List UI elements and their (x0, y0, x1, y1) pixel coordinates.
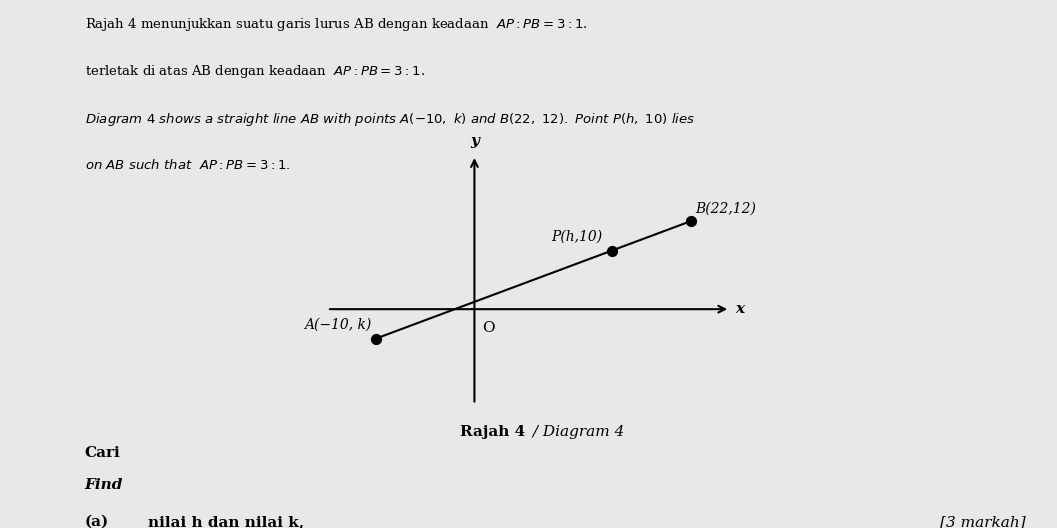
Point (682, 217, 699, 225)
Text: $on\ AB\ such\ that\ \ AP:PB=3:1.$: $on\ AB\ such\ that\ \ AP:PB=3:1.$ (85, 158, 290, 173)
Text: terletak di atas AB dengan keadaan  $AP : PB = 3:1$.: terletak di atas AB dengan keadaan $AP :… (85, 63, 425, 80)
Text: Find: Find (85, 478, 123, 492)
Text: O: O (482, 321, 495, 335)
Text: / Diagram 4: / Diagram 4 (528, 425, 625, 439)
Text: $Diagram\ 4$ $shows$ $a$ $straight$ $line$ $AB$ $with$ $points$ $A(-10,\ k)$ $an: $Diagram\ 4$ $shows$ $a$ $straight$ $lin… (85, 111, 694, 128)
Text: Rajah 4 menunjukkan suatu garis lurus AB dengan keadaan  $AP : PB = 3:1$.: Rajah 4 menunjukkan suatu garis lurus AB… (85, 16, 587, 33)
Text: P(h,10): P(h,10) (551, 229, 602, 243)
Text: B(22,12): B(22,12) (696, 201, 757, 215)
Text: A(−10, k): A(−10, k) (304, 317, 371, 331)
Text: Cari: Cari (85, 446, 120, 460)
Text: nilai h dan nilai k,: nilai h dan nilai k, (148, 515, 304, 528)
Text: Rajah 4: Rajah 4 (460, 425, 525, 439)
Text: (a): (a) (85, 515, 109, 528)
Text: y: y (470, 134, 479, 148)
Point (368, 334, 385, 343)
Text: [3 markah]: [3 markah] (940, 515, 1025, 528)
Point (604, 246, 620, 254)
Text: x: x (735, 302, 744, 316)
